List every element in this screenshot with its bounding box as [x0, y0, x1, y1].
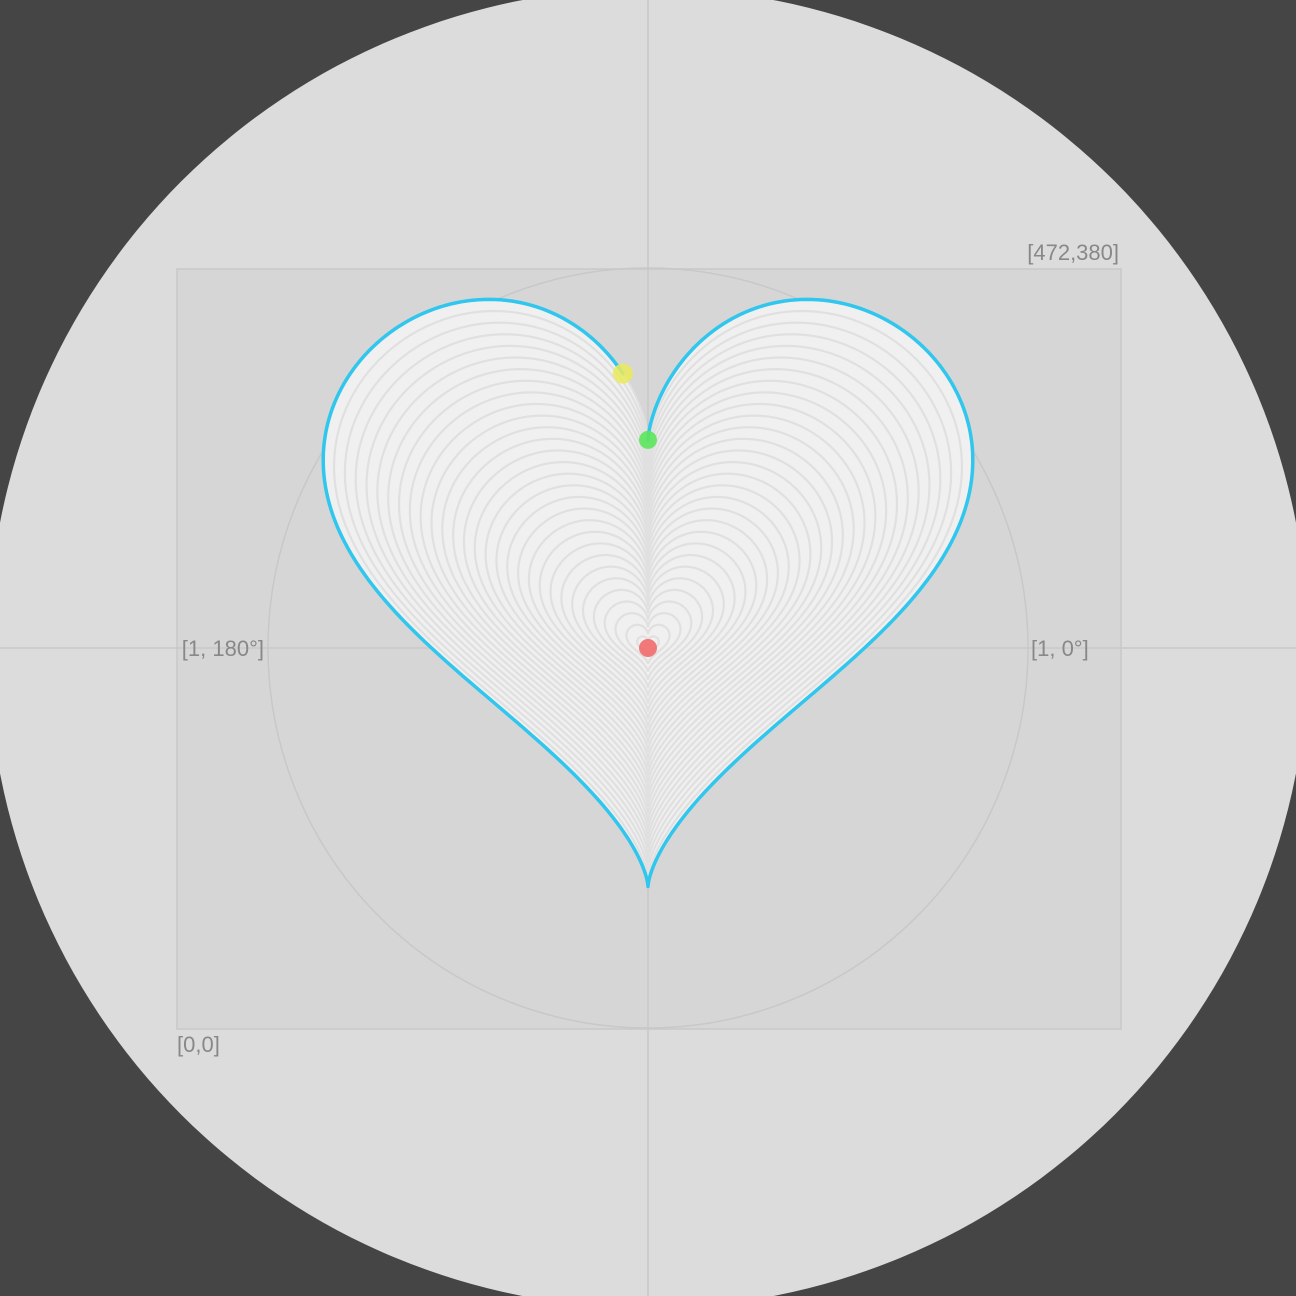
trace-head-point[interactable] [612, 363, 633, 384]
polar-one-eighty-label: [1, 180°] [182, 636, 264, 661]
top-right-corner-label: [472,380] [1027, 240, 1119, 265]
inner-cusp-point[interactable] [639, 430, 657, 449]
bottom-left-corner-label: [0,0] [177, 1032, 220, 1057]
origin-point[interactable] [639, 639, 657, 657]
unit-circle [267, 267, 1029, 1029]
heart-contour-stack [322, 298, 974, 887]
polar-zero-label: [1, 0°] [1031, 636, 1089, 661]
heart-outline [321, 297, 975, 889]
